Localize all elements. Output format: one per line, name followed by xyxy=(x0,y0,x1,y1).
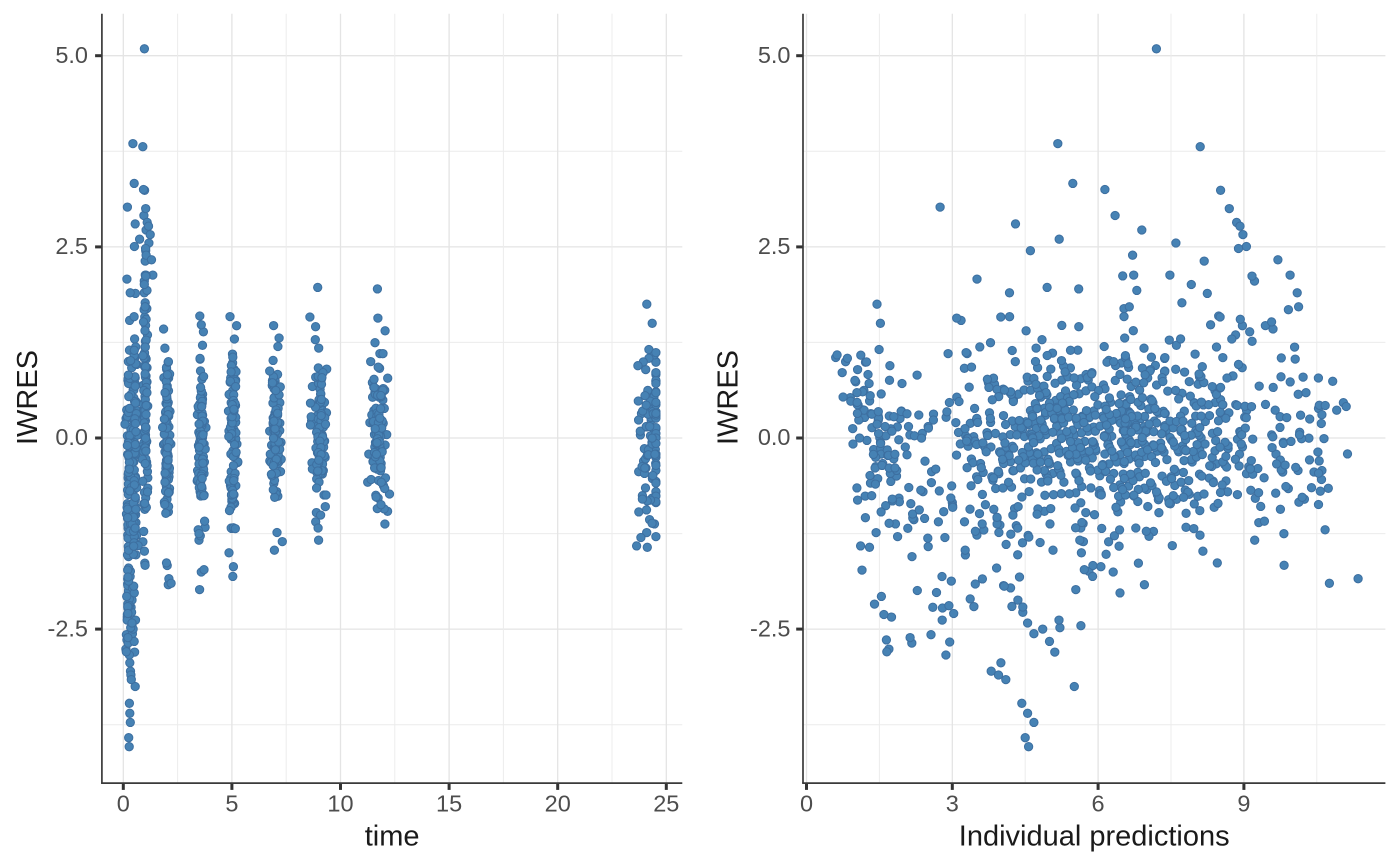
svg-text:20: 20 xyxy=(545,790,571,816)
svg-text:5.0: 5.0 xyxy=(758,42,791,68)
svg-text:0.0: 0.0 xyxy=(758,424,791,450)
svg-text:-2.5: -2.5 xyxy=(750,615,791,641)
svg-text:3: 3 xyxy=(946,790,959,816)
svg-text:IWRES: IWRES xyxy=(12,350,44,445)
svg-text:6: 6 xyxy=(1092,790,1105,816)
svg-text:0.0: 0.0 xyxy=(55,424,88,450)
svg-text:9: 9 xyxy=(1237,790,1250,816)
svg-text:2.5: 2.5 xyxy=(55,233,88,259)
svg-text:25: 25 xyxy=(653,790,679,816)
svg-text:time: time xyxy=(365,821,420,853)
svg-text:IWRES: IWRES xyxy=(713,350,745,445)
svg-text:0: 0 xyxy=(800,790,813,816)
svg-text:2.5: 2.5 xyxy=(758,233,791,259)
svg-text:15: 15 xyxy=(436,790,462,816)
svg-text:10: 10 xyxy=(327,790,353,816)
svg-text:Individual predictions: Individual predictions xyxy=(959,821,1230,853)
svg-text:5.0: 5.0 xyxy=(55,42,88,68)
svg-text:5: 5 xyxy=(225,790,238,816)
svg-text:-2.5: -2.5 xyxy=(48,615,89,641)
svg-text:0: 0 xyxy=(117,790,130,816)
